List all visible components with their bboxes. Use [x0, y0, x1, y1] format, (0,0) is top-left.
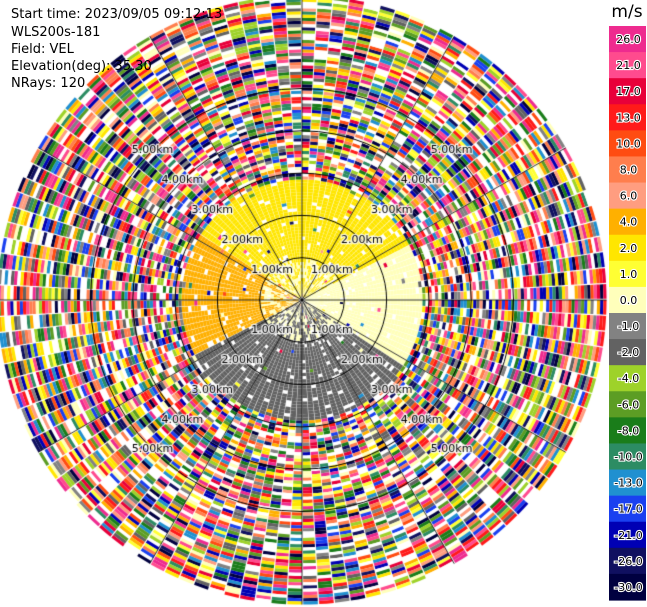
colorbar-swatch: [609, 286, 646, 314]
colorbar-swatch: [609, 573, 646, 601]
colorbar-unit-label: m/s: [611, 2, 642, 22]
colorbar-swatch: [609, 417, 646, 445]
colorbar-tick-label: -17.0: [614, 503, 642, 516]
elevation-label: Elevation(deg): 35.30: [11, 59, 152, 74]
colorbar-swatch: [609, 52, 646, 79]
field-label: Field: VEL: [11, 42, 74, 57]
colorbar-tick-label: 26.0: [616, 33, 641, 46]
nrays-label: NRays: 120: [11, 76, 86, 91]
colorbar-tick-label: -13.0: [614, 477, 642, 490]
colorbar-tick-label: 21.0: [616, 59, 641, 72]
colorbar-swatch: [609, 104, 646, 131]
colorbar-tick-label: -26.0: [614, 555, 642, 568]
colorbar-tick-label: -8.0: [618, 424, 639, 437]
colorbar-tick-label: -6.0: [618, 398, 639, 411]
colorbar-swatch: [609, 443, 646, 471]
colorbar-tick-label: 2.0: [620, 242, 638, 255]
colorbar-swatch: [609, 234, 646, 262]
colorbar-tick-label: 10.0: [616, 137, 641, 150]
colorbar-tick-label: 13.0: [616, 111, 641, 124]
colorbar-swatch: [609, 547, 646, 575]
colorbar-swatch: [609, 469, 646, 497]
colorbar-tick-label: 17.0: [616, 85, 641, 98]
instrument-label: WLS200s-181: [11, 25, 101, 40]
colorbar-tick-label: 0.0: [620, 294, 638, 307]
colorbar-swatch: [609, 313, 646, 340]
colorbar-swatch: [609, 26, 646, 53]
colorbar-tick-label: 6.0: [620, 190, 638, 203]
colorbar-tick-label: -4.0: [618, 372, 639, 385]
colorbar-tick-label: -2.0: [618, 346, 639, 359]
colorbar-tick-label: 8.0: [620, 164, 638, 177]
colorbar-swatch: [609, 156, 646, 184]
colorbar-swatch: [609, 365, 646, 392]
colorbar-swatch: [609, 495, 646, 523]
colorbar-swatch: [609, 260, 646, 288]
colorbar-swatch: [609, 339, 646, 366]
start-time-label: Start time: 2023/09/05 09:12:13: [11, 7, 223, 22]
colorbar-tick-label: 1.0: [620, 268, 638, 281]
colorbar-tick-label: -10.0: [614, 451, 642, 464]
colorbar-swatch: [609, 208, 646, 236]
colorbar-swatch: [609, 391, 646, 418]
colorbar-swatch: [609, 521, 646, 549]
colorbar-swatch: [609, 78, 646, 105]
colorbar-swatch: [609, 130, 646, 158]
colorbar-tick-label: -21.0: [614, 529, 642, 542]
colorbar-swatch: [609, 182, 646, 210]
colorbar-tick-label: 4.0: [620, 216, 638, 229]
colorbar-tick-label: -30.0: [614, 581, 642, 594]
colorbar-tick-label: -1.0: [618, 320, 639, 333]
